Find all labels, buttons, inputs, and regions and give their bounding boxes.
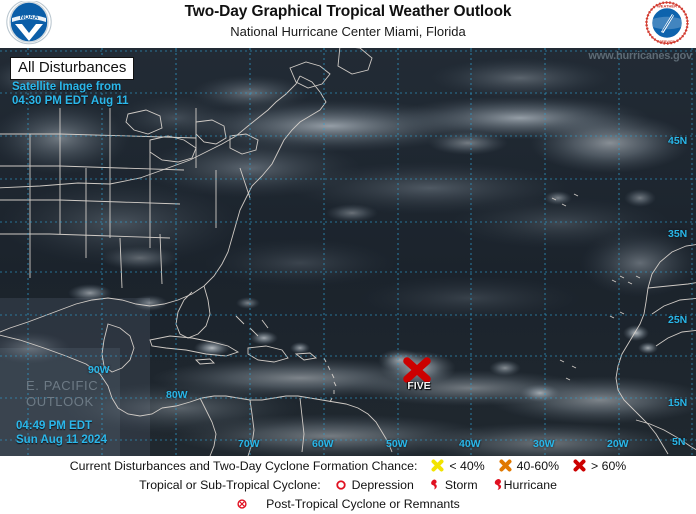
post-tropical-icon <box>236 498 248 510</box>
legend-formation-chance-label: Current Disturbances and Two-Day Cyclone… <box>69 458 418 473</box>
disturbance-label-five: FIVE <box>407 380 431 392</box>
satellite-timestamp: Satellite Image from 04:30 PM EDT Aug 11 <box>12 81 129 108</box>
lon-label-50w: 50W <box>386 438 408 450</box>
legend-label-post-tropical: Post-Tropical Cyclone or Remnants <box>266 496 460 511</box>
lon-label-70w: 70W <box>238 438 260 450</box>
legend-item-depression: Depression <box>335 478 414 492</box>
page-header: NOAA Two-Day Graphical Tropical Weather … <box>0 0 696 48</box>
svg-text:WEATHER: WEATHER <box>657 3 677 8</box>
noaa-logo: NOAA <box>6 0 52 46</box>
legend-item-hurricane: Hurricane <box>492 478 557 492</box>
legend-label-low-chance: < 40% <box>449 458 485 473</box>
lat-label-15n: 15N <box>668 397 688 409</box>
legend-label-storm: Storm <box>444 477 478 492</box>
satellite-imagery <box>0 48 696 456</box>
nws-logo: WEATHER SERVICE <box>644 1 690 46</box>
latlon-grid <box>0 48 696 456</box>
legend-label-high-chance: > 60% <box>591 458 627 473</box>
page-title: Two-Day Graphical Tropical Weather Outlo… <box>184 3 512 20</box>
all-disturbances-label: All Disturbances <box>18 59 127 76</box>
lat-label-25n: 25N <box>668 314 688 326</box>
svg-text:SERVICE: SERVICE <box>659 40 675 44</box>
legend-item-high-chance: > 60% <box>573 459 626 473</box>
lon-label-80w: 80W <box>166 389 188 401</box>
x-marker-icon-medium <box>499 459 512 472</box>
storm-spiral-icon <box>428 478 440 491</box>
legend-label-hurricane: Hurricane <box>503 477 557 492</box>
lat-label-5n: 5N <box>672 436 686 448</box>
title-block: Two-Day Graphical Tropical Weather Outlo… <box>120 2 576 41</box>
satellite-timestamp-line1: Satellite Image from <box>12 81 122 93</box>
legend-item-medium-chance: 40-60% <box>499 459 559 473</box>
hurricane-spiral-icon <box>492 478 504 491</box>
x-marker-icon <box>403 357 431 383</box>
legend-row-formation-chance: Current Disturbances and Two-Day Cyclone… <box>0 456 696 475</box>
lon-label-30w: 30W <box>533 438 555 450</box>
east-pacific-outlook-line1: E. PACIFIC <box>26 378 99 393</box>
all-disturbances-box[interactable]: All Disturbances <box>10 57 135 80</box>
east-pacific-outlook-line2: OUTLOOK <box>26 394 94 409</box>
hurricanes-gov-watermark: www.hurricanes.gov <box>588 50 692 62</box>
legend-item-storm: Storm <box>428 478 478 492</box>
lon-label-20w: 20W <box>607 438 629 450</box>
x-marker-icon-high <box>573 459 586 472</box>
lon-label-90w: 90W <box>88 364 110 376</box>
lat-label-35n: 35N <box>668 228 688 240</box>
satellite-map[interactable]: www.hurricanes.gov All Disturbances Sate… <box>0 48 696 456</box>
lat-label-45n: 45N <box>668 135 688 147</box>
legend-label-depression: Depression <box>351 477 414 492</box>
east-pacific-outlook-label[interactable]: E. PACIFIC OUTLOOK <box>26 378 98 410</box>
lon-label-40w: 40W <box>459 438 481 450</box>
coastline-overlay <box>0 48 696 456</box>
legend-panel: Current Disturbances and Two-Day Cyclone… <box>0 456 696 514</box>
lon-label-60w: 60W <box>312 438 334 450</box>
issued-timestamp: 04:49 PM EDT Sun Aug 11 2024 <box>16 419 107 447</box>
svg-text:NOAA: NOAA <box>20 14 39 21</box>
legend-cyclone-type-label: Tropical or Sub-Tropical Cyclone: <box>139 477 321 492</box>
legend-row-cyclone-types: Tropical or Sub-Tropical Cyclone: Depres… <box>0 475 696 494</box>
legend-row-post-tropical: Post-Tropical Cyclone or Remnants <box>0 494 696 513</box>
disturbance-marker-five[interactable]: FIVE <box>402 357 438 393</box>
legend-item-low-chance: < 40% <box>431 458 485 473</box>
issued-time: 04:49 PM EDT <box>16 420 93 432</box>
page-subtitle: National Hurricane Center Miami, Florida <box>230 24 466 39</box>
legend-label-medium-chance: 40-60% <box>516 458 560 473</box>
open-circle-icon <box>335 479 347 491</box>
issued-date: Sun Aug 11 2024 <box>16 434 107 446</box>
satellite-timestamp-line2: 04:30 PM EDT Aug 11 <box>12 94 129 107</box>
x-marker-icon-low <box>431 459 444 472</box>
